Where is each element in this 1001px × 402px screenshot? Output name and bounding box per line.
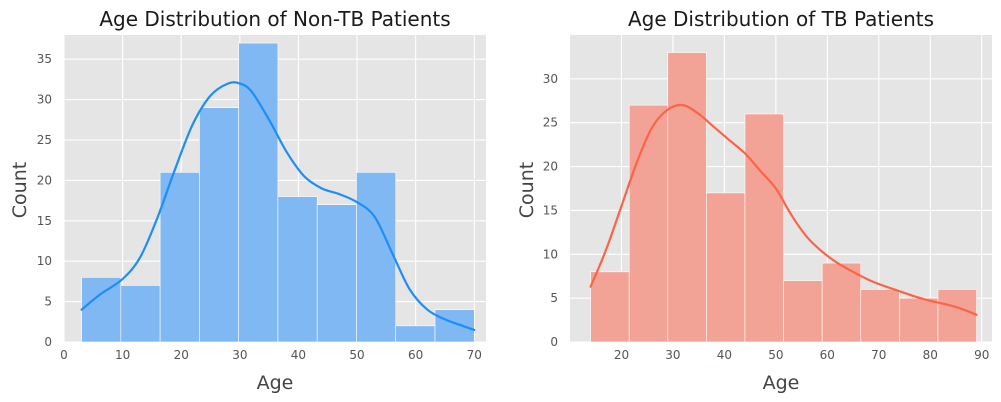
histogram-bar [706,192,746,343]
y-tick-label: 30 [543,72,558,86]
x-tick-label: 80 [923,348,938,362]
kde-curve [80,81,476,331]
x-tick-label: 60 [408,348,423,362]
y-tick-label: 25 [37,133,52,147]
y-tick-label: 5 [44,295,52,309]
histogram-bar [120,285,161,343]
histogram-bar [821,262,862,343]
chart-title: Age Distribution of Non-TB Patients [99,7,450,31]
y-tick-label: 0 [44,335,52,349]
x-axis-label: Age [257,372,294,394]
histogram-bar [434,309,475,343]
histogram-bar [667,52,707,343]
y-tick-label: 0 [550,335,558,349]
x-tick-label: 20 [614,348,629,362]
x-axis-label: Age [763,372,800,394]
x-tick-label: 90 [974,348,989,362]
histogram-bar [356,172,397,343]
histogram-bar [316,204,357,343]
x-tick-label: 50 [349,348,364,362]
x-tick-label: 30 [665,348,680,362]
tb-age-histogram: 20 30 40 50 60 70 80 90 0 5 10 15 20 25 30 Age Distri… [516,7,992,394]
histogram-bar [628,104,669,343]
x-tick-label: 60 [820,348,835,362]
histogram-bar [860,289,900,343]
histogram-bar [937,289,977,343]
x-tick-label: 20 [174,348,189,362]
y-tick-label: 20 [37,173,52,187]
histogram-bar [159,172,200,343]
histogram-bar [81,277,122,343]
y-tick-label: 25 [543,116,558,130]
kde-curve [589,103,978,316]
x-tick-label: 40 [291,348,306,362]
x-tick-label: 30 [232,348,247,362]
x-tick-label: 70 [871,348,886,362]
x-tick-label: 70 [467,348,482,362]
histogram-bar [238,42,279,343]
histogram-bar [899,297,939,343]
non-tb-age-histogram: 0 10 20 30 40 50 60 70 0 5 10 15 20 25 30 35 Age Distr… [9,7,486,394]
x-tick-label: 40 [717,348,732,362]
histogram-bar [199,107,239,343]
y-tick-label: 35 [37,52,52,66]
y-tick-label: 10 [543,247,558,261]
y-tick-label: 15 [37,214,52,228]
y-axis-label: Count [516,162,538,218]
x-tick-label: 50 [768,348,783,362]
y-tick-label: 15 [543,203,558,217]
y-tick-label: 5 [550,291,558,305]
y-axis-label: Count [9,162,31,218]
histogram-bar [744,113,784,343]
histogram-bar [395,325,436,343]
histogram-bar [277,196,318,343]
histogram-bar [783,280,823,343]
x-tick-label: 10 [115,348,130,362]
y-tick-label: 30 [37,93,52,107]
y-tick-label: 10 [37,254,52,268]
histogram-bar [590,271,630,343]
chart-title: Age Distribution of TB Patients [628,7,934,31]
y-tick-label: 20 [543,160,558,174]
x-tick-label: 0 [60,348,68,362]
